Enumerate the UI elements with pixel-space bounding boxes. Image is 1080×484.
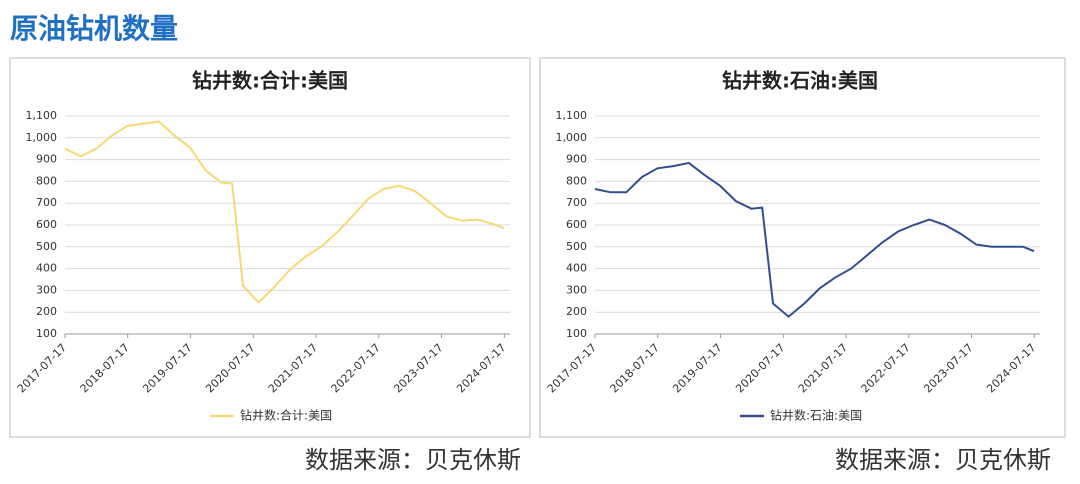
x-tick-label: 2018-07-17 <box>78 341 132 395</box>
y-tick-label: 200 <box>566 305 587 318</box>
y-tick-label: 300 <box>566 283 587 296</box>
x-tick-label: 2020-07-17 <box>733 341 787 395</box>
y-tick-label: 400 <box>36 262 57 275</box>
x-tick-label: 2019-07-17 <box>670 341 724 395</box>
chart-title: 钻井数:合计:美国 <box>192 69 348 93</box>
y-tick-label: 300 <box>36 283 57 296</box>
x-tick-label: 2021-07-17 <box>796 341 850 395</box>
x-tick-label: 2022-07-17 <box>859 341 913 395</box>
y-tick-label: 500 <box>36 240 57 253</box>
y-tick-label: 800 <box>36 174 57 187</box>
y-tick-label: 1,100 <box>26 109 58 122</box>
y-tick-label: 1,000 <box>556 131 588 144</box>
legend-label: 钻井数:石油:美国 <box>770 408 862 423</box>
y-tick-label: 600 <box>566 218 587 231</box>
y-tick-label: 400 <box>566 262 587 275</box>
line <box>64 120 505 304</box>
y-tick-label: 1,100 <box>556 109 588 122</box>
x-tick-label: 2024-07-17 <box>984 341 1038 395</box>
x-tick-label: 2017-07-17 <box>15 341 69 395</box>
x-tick-label: 2017-07-17 <box>545 341 599 395</box>
x-tick-label: 2018-07-17 <box>608 341 662 395</box>
chart-title: 钻井数:石油:美国 <box>722 69 878 93</box>
y-tick-label: 800 <box>566 174 587 187</box>
x-tick-label: 2023-07-17 <box>921 341 975 395</box>
y-tick-label: 900 <box>566 153 587 166</box>
y-tick-label: 900 <box>36 153 57 166</box>
y-tick-label: 700 <box>566 196 587 209</box>
x-tick-label: 2021-07-17 <box>266 341 320 395</box>
legend-label: 钻井数:合计:美国 <box>240 408 332 423</box>
y-tick-label: 1,000 <box>26 131 58 144</box>
x-tick-label: 2022-07-17 <box>329 341 383 395</box>
y-tick-label: 100 <box>566 327 587 340</box>
page-title: 原油钻机数量 <box>10 12 178 45</box>
source: 数据来源：贝克休斯 <box>835 446 1051 474</box>
x-tick-label: 2023-07-17 <box>391 341 445 395</box>
y-tick-label: 200 <box>36 305 57 318</box>
y-tick-label: 700 <box>36 196 57 209</box>
source: 数据来源：贝克休斯 <box>305 446 521 474</box>
x-tick-label: 2024-07-17 <box>454 341 508 395</box>
y-tick-label: 500 <box>566 240 587 253</box>
x-tick-label: 2020-07-17 <box>203 341 257 395</box>
panel <box>9 57 531 438</box>
y-tick-label: 100 <box>36 327 57 340</box>
panel <box>539 57 1066 438</box>
line <box>594 161 1035 318</box>
y-tick-label: 600 <box>36 218 57 231</box>
x-tick-label: 2019-07-17 <box>140 341 194 395</box>
